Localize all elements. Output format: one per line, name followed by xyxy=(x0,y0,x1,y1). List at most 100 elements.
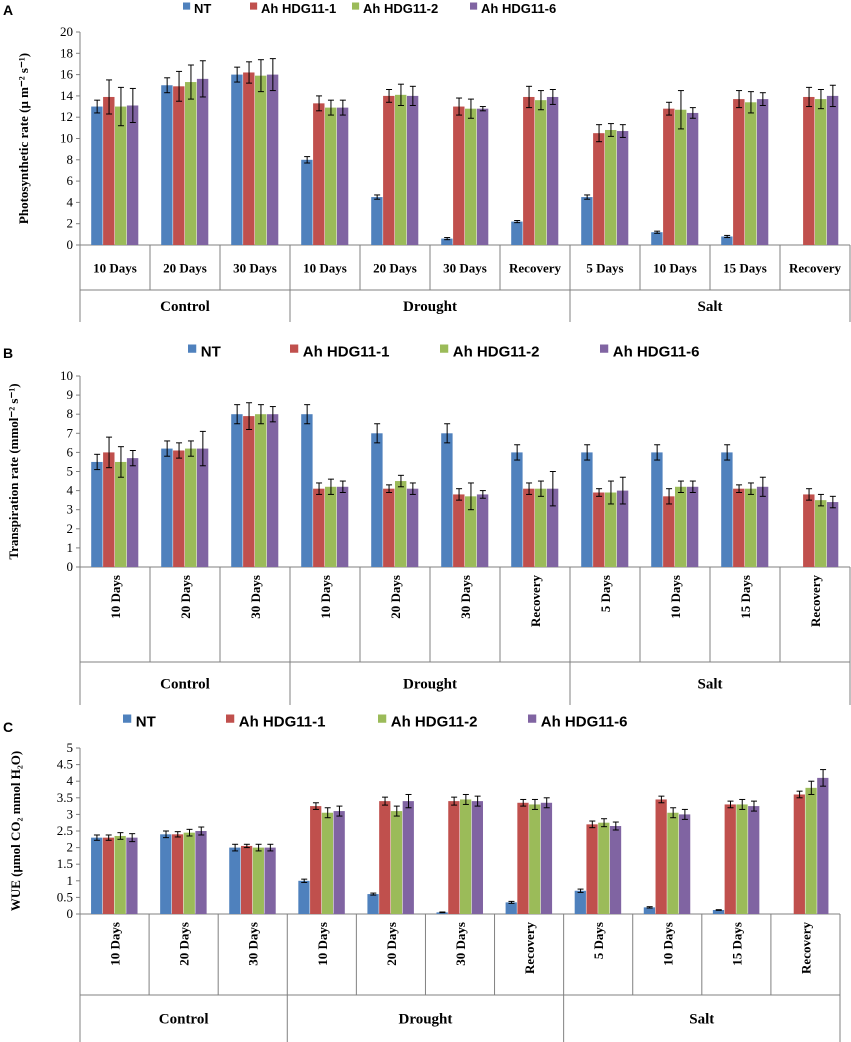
panel-a-legend-label-ah-hdg11-2: Ah HDG11-2 xyxy=(363,1,438,16)
panel-b-bar-ah-hdg11-1 xyxy=(173,450,185,567)
panel-a-legend-swatch-ah-hdg11-1 xyxy=(250,2,258,10)
panel-a-y-tick-label: 6 xyxy=(67,173,74,188)
panel-b-bar-ah-hdg11-1 xyxy=(383,488,395,567)
panel-c-bar-ah-hdg11-6 xyxy=(264,847,276,914)
panel-c-bar-ah-hdg11-1 xyxy=(102,837,115,914)
panel-b-legend-label-ah-hdg11-2: Ah HDG11-2 xyxy=(453,344,540,361)
panel-b-category-label: 10 Days xyxy=(318,575,333,619)
panel-c-bar-nt xyxy=(160,834,172,914)
panel-c-legend-label-ah-hdg11-1: Ah HDG11-1 xyxy=(239,714,326,731)
panel-b-group-label-drought: Drought xyxy=(403,677,457,693)
panel-a-category-label: 5 Days xyxy=(586,261,623,276)
panel-b-bar-ah-hdg11-6 xyxy=(266,414,279,567)
panel-b-bar-ah-hdg11-1 xyxy=(663,496,675,567)
panel-c-bar-nt xyxy=(574,890,586,914)
panel-b-bar-ah-hdg11-1 xyxy=(453,494,465,567)
panel-a-bar-ah-hdg11-1 xyxy=(383,95,395,246)
panel-a-bar-nt xyxy=(231,74,243,245)
panel-b-bar-nt xyxy=(511,452,523,567)
panel-b-bar-nt xyxy=(91,461,103,567)
panel-a-bar-ah-hdg11-2 xyxy=(255,75,267,245)
panel-a-bar-ah-hdg11-1 xyxy=(663,108,675,246)
panel-c-bar-ah-hdg11-1 xyxy=(655,799,667,914)
panel-a-bar-ah-hdg11-1 xyxy=(243,72,255,245)
panel-b-y-tick-label: 0 xyxy=(67,559,74,574)
panel-b-bar-ah-hdg11-2 xyxy=(255,414,267,567)
panel-c-category-label: 15 Days xyxy=(729,922,744,966)
panel-c-legend-label-ah-hdg11-2: Ah HDG11-2 xyxy=(391,714,478,731)
panel-a-bar-ah-hdg11-1 xyxy=(313,103,325,245)
panel-b-y-tick-label: 3 xyxy=(67,502,74,517)
panel-b-chart: B NT Ah HDG11-1 Ah HDG11-2 Ah HDG11-6 0 1 2 3 4 5 6… xyxy=(3,344,851,705)
panel-a-bar-ah-hdg11-2 xyxy=(185,82,197,246)
panel-c-legend-swatch-ah-hdg11-2 xyxy=(378,714,387,723)
panel-b-bar-nt xyxy=(721,452,733,567)
panel-b-category-label: 10 Days xyxy=(108,575,123,619)
panel-b-bar-ah-hdg11-6 xyxy=(406,488,419,567)
panel-b-bar-ah-hdg11-6 xyxy=(826,502,839,567)
panel-b-legend-swatch-ah-hdg11-6 xyxy=(600,344,609,353)
panel-a-y-tick-label: 12 xyxy=(60,109,73,124)
panel-c-bar-ah-hdg11-6 xyxy=(748,806,760,914)
panel-a-bar-ah-hdg11-2 xyxy=(745,102,757,245)
panel-a-letter: A xyxy=(3,2,13,18)
panel-a-bar-ah-hdg11-6 xyxy=(126,105,139,245)
panel-a-legend-label-nt: NT xyxy=(194,1,211,16)
panel-a-bar-nt xyxy=(91,106,103,245)
panel-b-bar-ah-hdg11-6 xyxy=(126,458,139,567)
panel-b-y-axis-title: Transpiration rate (mmol⁻² s⁻¹) xyxy=(6,383,21,559)
panel-a-bar-ah-hdg11-6 xyxy=(616,131,629,245)
panel-b-category-label: 20 Days xyxy=(388,575,403,619)
panel-b-bar-nt xyxy=(231,414,243,567)
panel-c-bar-ah-hdg11-2 xyxy=(598,822,610,914)
panel-a-bar-ah-hdg11-1 xyxy=(453,106,465,245)
panel-a-y-tick-label: 8 xyxy=(67,152,74,167)
panel-a-y-tick-label: 0 xyxy=(67,237,74,252)
panel-a-group-label-control: Control xyxy=(160,299,210,315)
panel-c-y-tick-label: 0 xyxy=(67,906,74,921)
panel-c-y-tick-label: 4.5 xyxy=(57,757,73,772)
panel-b-y-tick-label: 8 xyxy=(67,406,74,421)
panel-b-legend-swatch-ah-hdg11-1 xyxy=(290,344,299,353)
panel-b-category-label: 30 Days xyxy=(248,575,263,619)
panel-b-bar-ah-hdg11-6 xyxy=(756,486,769,567)
panel-c-y-tick-label: 4 xyxy=(67,773,74,788)
panel-b-bar-ah-hdg11-6 xyxy=(336,486,349,567)
panel-b-category-label: 30 Days xyxy=(458,575,473,619)
panel-a-bar-ah-hdg11-6 xyxy=(546,96,559,245)
panel-a-category-label: 20 Days xyxy=(373,261,417,276)
panel-c-bar-ah-hdg11-2 xyxy=(805,787,817,914)
panel-c-bar-ah-hdg11-2 xyxy=(460,799,472,914)
panel-c-category-label: 20 Days xyxy=(384,922,399,966)
panel-b-bar-ah-hdg11-6 xyxy=(196,448,209,567)
panel-b-bar-nt xyxy=(441,433,453,567)
panel-c-category-label: 5 Days xyxy=(591,922,606,959)
panel-b-category-label: 20 Days xyxy=(178,575,193,619)
panel-b-legend-swatch-nt xyxy=(188,344,197,353)
panel-a-bar-ah-hdg11-6 xyxy=(196,78,209,245)
panel-b-category-label: 10 Days xyxy=(668,575,683,619)
panel-a-bar-ah-hdg11-2 xyxy=(535,100,547,245)
panel-b-y-tick-label: 6 xyxy=(67,444,74,459)
panel-b-legend-label-ah-hdg11-1: Ah HDG11-1 xyxy=(303,344,390,361)
panel-b-bar-ah-hdg11-1 xyxy=(103,452,115,567)
panel-b-bar-ah-hdg11-1 xyxy=(733,488,745,567)
panel-b-category-label: Recovery xyxy=(528,575,543,627)
panel-c-y-tick-label: 0.5 xyxy=(57,889,73,904)
panel-a-category-label: 10 Days xyxy=(93,261,137,276)
panel-c-group-label-control: Control xyxy=(159,1012,209,1028)
panel-c-bar-nt xyxy=(712,910,725,914)
panel-a-legend-label-ah-hdg11-6: Ah HDG11-6 xyxy=(481,1,556,16)
panel-b-y-tick-label: 1 xyxy=(67,540,74,555)
panel-a-bar-ah-hdg11-6 xyxy=(266,74,279,245)
panel-b-bar-nt xyxy=(581,452,593,567)
panel-c-bar-ah-hdg11-1 xyxy=(240,845,253,914)
panel-c-y-tick-label: 3 xyxy=(67,806,74,821)
panel-b-y-tick-label: 4 xyxy=(67,483,74,498)
panel-b-bar-ah-hdg11-1 xyxy=(803,494,815,567)
panel-a-bar-nt xyxy=(581,197,593,245)
panel-a-bar-ah-hdg11-1 xyxy=(803,96,815,245)
panel-c-legend-swatch-ah-hdg11-1 xyxy=(226,714,235,723)
panel-c-bar-ah-hdg11-2 xyxy=(736,804,748,914)
